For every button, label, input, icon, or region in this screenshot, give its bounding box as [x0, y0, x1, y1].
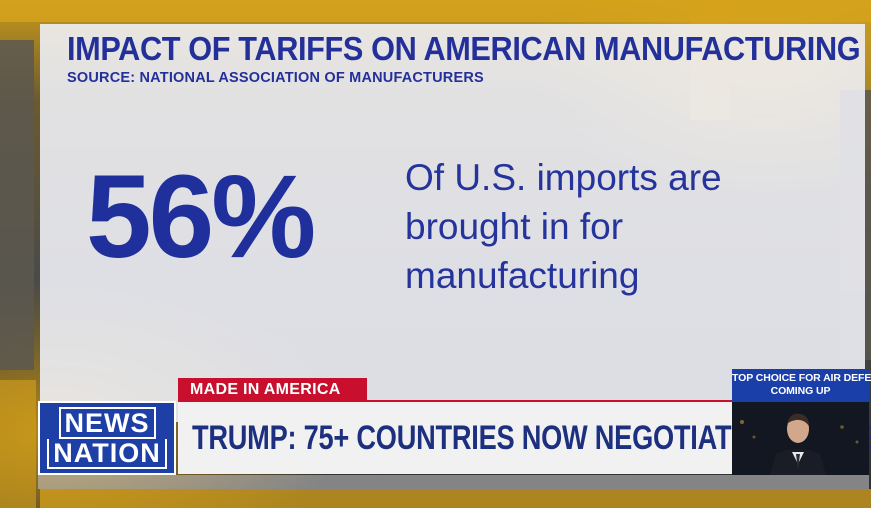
teaser-label: TOP CHOICE FOR AIR DEFENSE? COMING UP: [732, 369, 871, 402]
person-silhouette-icon: [732, 402, 869, 475]
teaser-line: COMING UP: [770, 385, 831, 397]
info-panel: [40, 24, 865, 422]
stat-description: Of U.S. imports are brought in for manuf…: [405, 153, 722, 300]
teaser-thumbnail: [732, 402, 869, 475]
logo-text-line: NEWS: [58, 407, 156, 439]
headline-bar: TRUMP: 75+ COUNTRIES NOW NEGOTIATING TRA…: [178, 402, 871, 474]
graphic-title: IMPACT OF TARIFFS ON AMERICAN MANUFACTUR…: [67, 30, 861, 67]
stat-description-line: manufacturing: [405, 255, 640, 296]
teaser-line: TOP CHOICE FOR AIR DEFENSE?: [732, 372, 871, 384]
bottom-strip: [38, 475, 869, 489]
stat-description-line: Of U.S. imports are: [405, 157, 722, 198]
stat-description-line: brought in for: [405, 206, 624, 247]
section-tag-rule: [367, 400, 732, 402]
network-logo: NEWS NATION: [38, 401, 176, 475]
section-tag: MADE IN AMERICA: [178, 378, 367, 402]
logo-text-line: NATION: [47, 439, 167, 469]
graphic-source: SOURCE: NATIONAL ASSOCIATION OF MANUFACT…: [67, 70, 484, 86]
stat-value: 56%: [86, 151, 316, 283]
